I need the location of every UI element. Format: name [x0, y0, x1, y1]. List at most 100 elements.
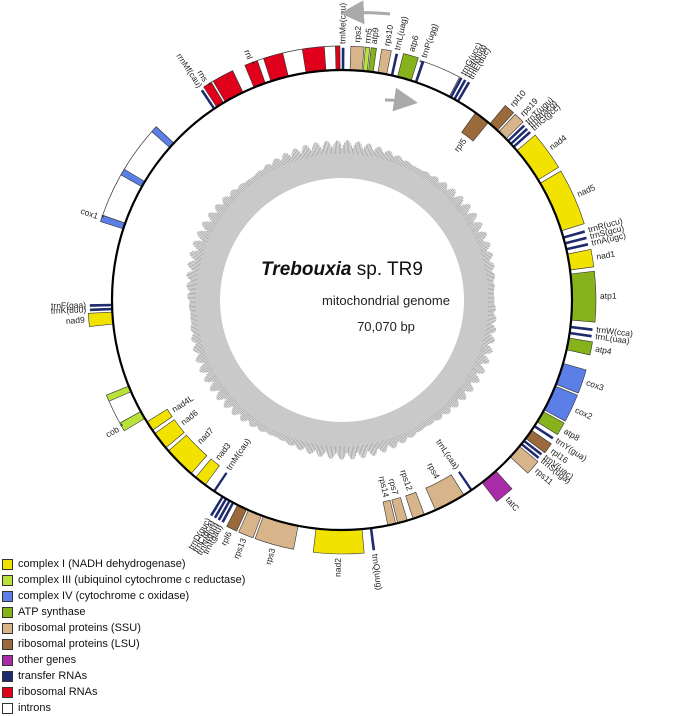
- legend-swatch: [2, 623, 13, 634]
- gene-label: atp6: [406, 34, 420, 53]
- legend-swatch: [2, 687, 13, 698]
- gene-label: nad9: [65, 314, 85, 325]
- exon-block: [313, 529, 364, 554]
- legend-label: complex IV (cytochrome c oxidase): [18, 590, 189, 602]
- exon-block: [569, 332, 591, 337]
- gene-trnf-gaa-: [90, 304, 112, 307]
- legend-item: complex III (ubiquinol cytochrome c redu…: [2, 572, 245, 588]
- exon-block: [540, 171, 584, 231]
- gene-label: cob: [104, 424, 121, 440]
- gene-rps10: [378, 49, 391, 74]
- gene-label: cox1: [79, 206, 99, 221]
- gene-rps11: [510, 446, 538, 473]
- gene-nad2: [313, 529, 364, 554]
- gene-label: nad4: [547, 132, 568, 151]
- genome-subtitle: mitochondrial genome: [322, 293, 450, 308]
- gene-label: nad1: [596, 249, 617, 262]
- legend-swatch: [2, 639, 13, 650]
- legend-item: ATP synthase: [2, 604, 245, 620]
- legend-label: complex I (NADH dehydrogenase): [18, 558, 186, 570]
- gene-cox1: [100, 127, 173, 229]
- exon-block: [342, 48, 344, 70]
- legend-item: ribosomal proteins (LSU): [2, 636, 245, 652]
- gene-atp4: [567, 338, 593, 355]
- genome-size: 70,070 bp: [357, 319, 415, 334]
- legend-label: ATP synthase: [18, 606, 85, 618]
- gene-label: rpl5: [452, 136, 469, 154]
- gene-nad1: [567, 249, 593, 270]
- legend-item: other genes: [2, 652, 245, 668]
- legend-label: other genes: [18, 654, 76, 666]
- legend-item: introns: [2, 700, 245, 716]
- gene-label: atp9: [369, 27, 381, 45]
- exon-block: [510, 446, 538, 473]
- exon-block: [566, 243, 588, 250]
- gene-trnk-uuu-: [90, 308, 112, 311]
- legend-item: complex I (NADH dehydrogenase): [2, 556, 245, 572]
- gene-label: nad6: [179, 407, 200, 427]
- gene-nad5: [540, 171, 584, 231]
- exon-block: [565, 237, 587, 244]
- gene-trnr-ucu-: [563, 231, 585, 239]
- exon-block: [302, 47, 326, 73]
- species-name: Trebouxia: [261, 259, 352, 280]
- exon-block: [391, 54, 398, 76]
- gene-atp1: [571, 271, 596, 322]
- strain-name: sp. TR9: [352, 259, 423, 280]
- gene-label: cox3: [585, 377, 605, 392]
- gene-label: rps2: [352, 25, 363, 42]
- exon-block: [90, 304, 112, 307]
- exon-block: [350, 46, 364, 71]
- gene-trnl-uag-: [391, 54, 398, 76]
- exon-block: [458, 471, 472, 490]
- gene-trnq-uug-: [370, 528, 375, 550]
- gene-label: atp1: [600, 291, 617, 301]
- gene-label: trnMe(cau): [337, 3, 347, 44]
- gene-trna-ugc-: [566, 243, 588, 250]
- gene-label: rnl: [242, 48, 255, 61]
- gene-label: trnL(uag): [392, 15, 409, 51]
- gene-label: rps3: [263, 547, 277, 566]
- exon-block: [90, 308, 112, 311]
- gene-label: trnL(caa): [434, 437, 462, 471]
- gene-label: nad2: [333, 558, 343, 577]
- gene-trnl-caa-: [458, 471, 472, 490]
- gene-label: rps12: [398, 468, 415, 492]
- legend-label: transfer RNAs: [18, 670, 87, 682]
- legend-swatch: [2, 559, 13, 570]
- exon-block: [378, 49, 391, 74]
- gene-rps2: [350, 46, 364, 71]
- gene-label: trnP(ugg): [419, 22, 440, 59]
- gene-label: trnM(cau): [224, 436, 253, 472]
- exon-block: [567, 338, 593, 355]
- legend-item: complex IV (cytochrome c oxidase): [2, 588, 245, 604]
- legend-swatch: [2, 655, 13, 666]
- legend-label: complex III (ubiquinol cytochrome c redu…: [18, 574, 245, 586]
- gene-trnl-uaa-: [569, 332, 591, 337]
- exon-block: [213, 472, 227, 491]
- legend-swatch: [2, 703, 13, 714]
- reverse-strand-arrow: [346, 13, 390, 14]
- exon-block: [88, 312, 113, 327]
- legend-label: ribosomal proteins (SSU): [18, 622, 141, 634]
- gene-label: rps4: [425, 461, 442, 481]
- legend-swatch: [2, 575, 13, 586]
- genome-title: Trebouxia sp. TR9: [261, 259, 423, 280]
- gene-label: nad7: [195, 425, 216, 446]
- exon-block: [563, 231, 585, 239]
- gene-label: atp4: [594, 344, 612, 357]
- gene-label: trnQ(uug): [370, 553, 385, 591]
- gene-trnw-cca-: [570, 326, 592, 331]
- gene-trns-gcu-: [565, 237, 587, 244]
- legend-swatch: [2, 607, 13, 618]
- gene-label: nad5: [575, 182, 597, 199]
- gene-trnm-cau-: [213, 472, 227, 491]
- exon-block: [462, 113, 489, 141]
- legend-item: transfer RNAs: [2, 668, 245, 684]
- gene-label: trnF(gaa): [51, 300, 86, 311]
- gene-label: cox2: [574, 405, 595, 422]
- gene-label: tatC: [504, 495, 522, 513]
- gene-trnme-cau-: [342, 48, 344, 70]
- exon-block: [570, 326, 592, 331]
- gene-rpl5: [462, 113, 489, 141]
